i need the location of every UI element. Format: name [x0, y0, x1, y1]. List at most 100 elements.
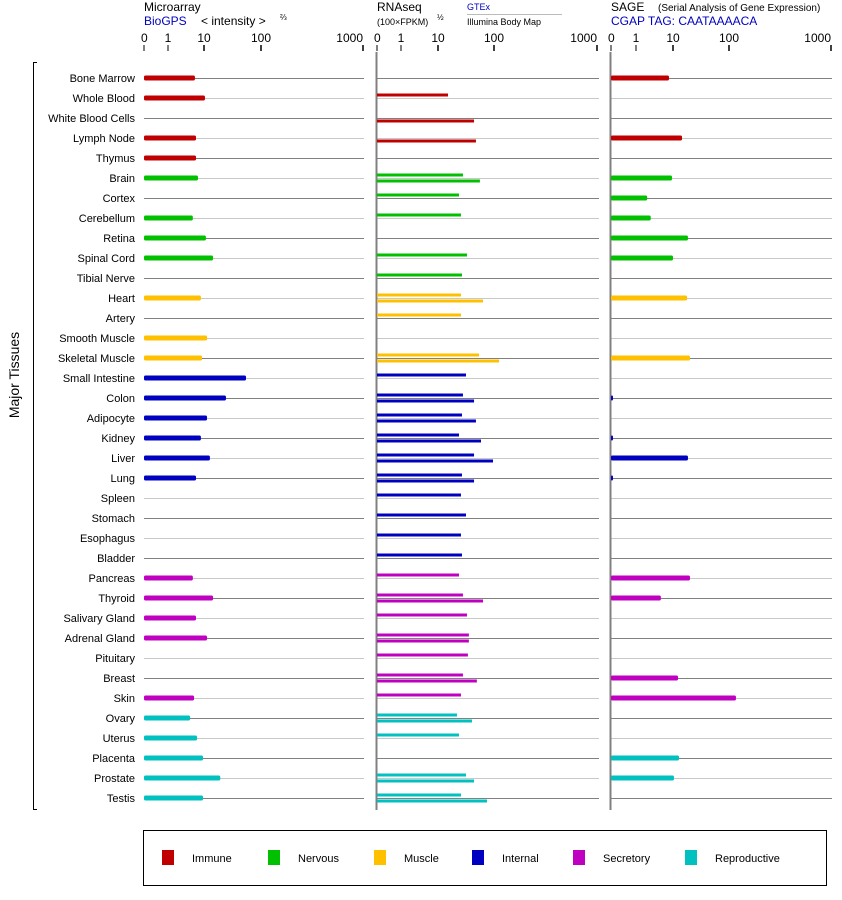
rnaseq-title: RNAseq [377, 0, 422, 14]
bar-illumina-body-map-ovary [377, 719, 472, 723]
tissue-label: Kidney [101, 433, 135, 445]
microarray-unit: < intensity > [201, 14, 266, 28]
bar-gtex-heart [377, 293, 461, 297]
tissue-label: Uterus [103, 733, 136, 745]
legend-swatch-muscle [374, 850, 386, 865]
bar-gtex-testis [377, 793, 461, 797]
bar-biogps-heart [144, 295, 201, 301]
bar-illumina-body-map-testis [377, 799, 488, 803]
bar-sage-prostate [611, 775, 674, 781]
bar-sage-bone-marrow [611, 75, 670, 81]
bar-illumina-body-map-adrenal-gland [377, 639, 469, 643]
tick-label: 0 [141, 31, 148, 45]
tick-label: 100 [251, 31, 271, 45]
bar-biogps-cerebellum [144, 215, 193, 221]
bar-biogps-liver [144, 455, 210, 461]
microarray-title: Microarray [144, 0, 201, 14]
tissue-label: Bladder [97, 553, 135, 565]
legend-box [143, 830, 827, 886]
legend-swatch-reproductive [685, 850, 697, 865]
tissue-label: Salivary Gland [63, 613, 135, 625]
legend-swatch-immune [162, 850, 174, 865]
bar-sage-cortex [611, 195, 648, 201]
tick-label: 0 [374, 31, 381, 45]
bar-biogps-small-intestine [144, 375, 247, 381]
bar-gtex-breast [377, 673, 463, 677]
tick-label: 100 [484, 31, 504, 45]
tissue-label: Heart [108, 293, 135, 305]
tick-label: 1 [165, 31, 172, 45]
tissue-label: Adrenal Gland [65, 633, 135, 645]
bar-biogps-bone-marrow [144, 75, 195, 81]
bar-biogps-salivary-gland [144, 615, 197, 621]
tissue-label: White Blood Cells [48, 113, 135, 125]
bar-biogps-skin [144, 695, 195, 701]
tissue-label: Breast [103, 673, 135, 685]
tissue-label: Testis [107, 793, 136, 805]
bar-illumina-body-map-brain [377, 179, 480, 183]
bar-gtex-salivary-gland [377, 613, 467, 617]
tissue-label: Skeletal Muscle [58, 353, 135, 365]
bar-gtex-whole-blood [377, 93, 449, 97]
bar-gtex-esophagus [377, 533, 461, 537]
tissue-label: Skin [114, 693, 135, 705]
bar-sage-thyroid [611, 595, 661, 601]
rnaseq-unit: (100×FPKM) [377, 17, 428, 27]
bar-illumina-body-map-white-blood-cells [377, 119, 475, 123]
bar-biogps-thyroid [144, 595, 214, 601]
sage-header: SAGE (Serial Analysis of Gene Expression… [611, 0, 820, 28]
tissue-label: Lymph Node [73, 133, 135, 145]
tissue-label: Lung [111, 473, 135, 485]
tissue-label: Whole Blood [73, 93, 135, 105]
tissue-label: Stomach [92, 513, 135, 525]
tissue-label: Adipocyte [87, 413, 135, 425]
legend-label-secretory: Secretory [603, 853, 651, 865]
tissue-label: Pancreas [89, 573, 136, 585]
bar-biogps-ovary [144, 715, 191, 721]
tick-label: 1 [633, 31, 640, 45]
bar-gtex-spinal-cord [377, 253, 467, 257]
bar-sage-pancreas [611, 575, 690, 581]
bar-biogps-pancreas [144, 575, 193, 581]
tissue-label: Ovary [106, 713, 136, 725]
tissue-bracket [33, 62, 37, 810]
bar-gtex-spleen [377, 493, 461, 497]
bar-biogps-whole-blood [144, 95, 205, 101]
bar-sage-skeletal-muscle [611, 355, 690, 361]
tissue-label: Spleen [101, 493, 135, 505]
tissue-label: Thymus [96, 153, 136, 165]
bar-biogps-kidney [144, 435, 201, 441]
bar-gtex-uterus [377, 733, 459, 737]
tissue-label: Retina [103, 233, 136, 245]
tissue-label: Small Intestine [63, 373, 135, 385]
bar-gtex-pancreas [377, 573, 459, 577]
bar-illumina-body-map-breast [377, 679, 477, 683]
bar-gtex-artery [377, 313, 461, 317]
bar-illumina-body-map-lymph-node [377, 139, 476, 143]
bar-gtex-skeletal-muscle [377, 353, 480, 357]
microarray-unit-exponent: ⅔ [280, 13, 287, 22]
bar-illumina-body-map-colon [377, 399, 475, 403]
bar-biogps-colon [144, 395, 226, 401]
biogps-link[interactable]: BioGPS [144, 14, 187, 28]
bar-gtex-stomach [377, 513, 466, 517]
tissue-label: Prostate [94, 773, 135, 785]
bar-illumina-body-map-heart [377, 299, 483, 303]
tick-label: 1000 [570, 31, 597, 45]
illumina-label: Illumina Body Map [467, 17, 541, 27]
bar-biogps-lymph-node [144, 135, 197, 141]
sage-subtitle: (Serial Analysis of Gene Expression) [658, 3, 820, 14]
gtex-link[interactable]: GTEx [467, 2, 491, 12]
bar-gtex-bladder [377, 553, 462, 557]
tick-label: 10 [666, 31, 680, 45]
bar-gtex-tibial-nerve [377, 273, 462, 277]
bar-illumina-body-map-prostate [377, 779, 475, 783]
cgap-tag-link[interactable]: CGAP TAG: CAATAAAACA [611, 14, 757, 28]
bar-gtex-small-intestine [377, 373, 466, 377]
bar-gtex-lung [377, 473, 462, 477]
legend-label-nervous: Nervous [298, 853, 339, 865]
bar-biogps-thymus [144, 155, 197, 161]
tissue-label: Cortex [103, 193, 136, 205]
tissue-label: Colon [106, 393, 135, 405]
bar-gtex-cortex [377, 193, 459, 197]
